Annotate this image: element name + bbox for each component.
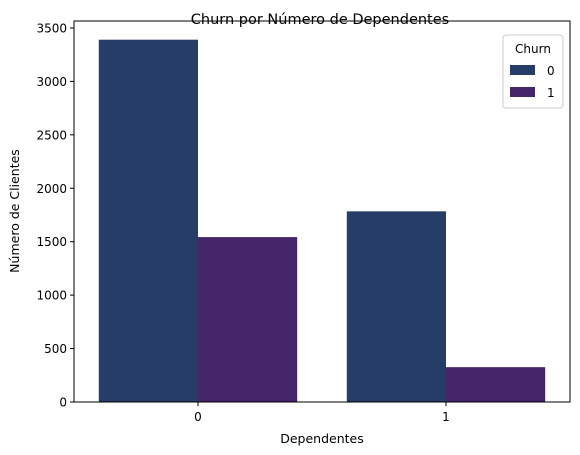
- bar-series-1-cat-0: [198, 237, 298, 402]
- y-tick-label: 0: [59, 396, 67, 410]
- legend-title: Churn: [515, 42, 551, 56]
- bar-series-1-cat-1: [446, 367, 546, 402]
- y-axis-label: Número de Clientes: [7, 149, 22, 273]
- y-tick-label: 3000: [36, 75, 67, 89]
- legend-label-0: 0: [547, 64, 555, 78]
- y-tick-label: 2500: [36, 128, 67, 142]
- y-tick-label: 1000: [36, 289, 67, 303]
- y-tick-label: 500: [44, 342, 67, 356]
- legend: Churn 0 1: [502, 34, 564, 109]
- bars-group: [98, 39, 546, 402]
- chart-title: Churn por Número de Dependentes: [191, 12, 449, 28]
- x-tick-label: 1: [442, 410, 450, 424]
- legend-label-1: 1: [547, 86, 555, 100]
- x-axis-label: Dependentes: [280, 431, 364, 446]
- plot-frame: [73, 20, 571, 403]
- y-tick-label: 1500: [36, 235, 67, 249]
- y-axis: 0 500 1000 1500 2000 2500 3000 3500: [36, 21, 74, 410]
- bar-series-0-cat-1: [346, 211, 446, 402]
- legend-swatch-1: [510, 87, 535, 97]
- bar-series-0-cat-0: [98, 39, 198, 402]
- legend-swatch-0: [510, 65, 535, 75]
- y-tick-label: 3500: [36, 21, 67, 35]
- y-tick-label: 2000: [36, 182, 67, 196]
- x-tick-label: 0: [194, 410, 202, 424]
